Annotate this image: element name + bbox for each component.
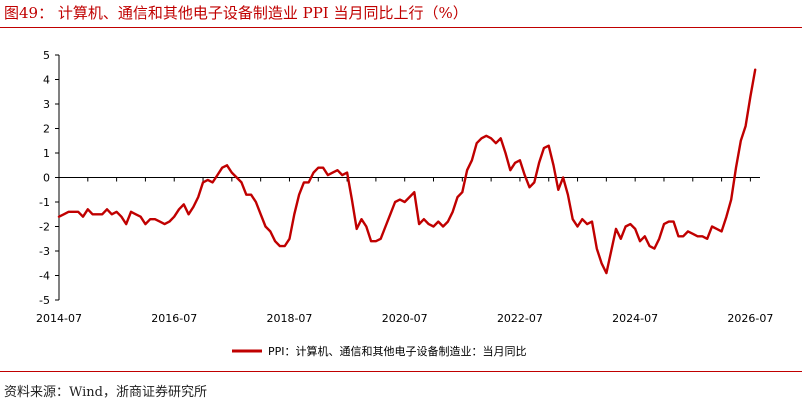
source-rule <box>0 371 802 372</box>
chart-axes <box>58 55 760 300</box>
y-tick-label: 4 <box>43 74 50 87</box>
y-axis-ticks: 5 4 3 2 1 0 -1 -2 -3 -4 -5 <box>39 49 59 307</box>
y-tick-label: -3 <box>39 245 50 258</box>
title-rule <box>0 27 802 28</box>
y-tick-label: 1 <box>43 147 50 160</box>
x-tick-label: 2024-07 <box>612 312 658 325</box>
legend: PPI：计算机、通信和其他电子设备制造业：当月同比 <box>232 344 527 358</box>
y-tick-label: -4 <box>39 270 50 283</box>
x-tick-label: 2022-07 <box>497 312 543 325</box>
source-note: 资料来源：Wind，浙商证券研究所 <box>4 385 207 400</box>
x-tick-label: 2020-07 <box>382 312 428 325</box>
x-tick-label: 2026-07 <box>727 312 773 325</box>
x-tick-label: 2016-07 <box>151 312 197 325</box>
figure-title: 图49： 计算机、通信和其他电子设备制造业 PPI 当月同比上行（%） <box>4 4 468 22</box>
y-tick-label: 2 <box>43 123 50 136</box>
y-tick-label: 0 <box>43 172 50 185</box>
y-tick-label: -5 <box>39 294 50 307</box>
y-tick-label: -1 <box>39 196 50 209</box>
y-tick-label: 3 <box>43 98 50 111</box>
series-lines <box>57 68 757 275</box>
y-tick-label: 5 <box>43 49 50 62</box>
x-tick-label: 2018-07 <box>266 312 312 325</box>
x-axis-ticks: 2014-07 2016-07 2018-07 2020-07 2022-07 2024-… <box>36 177 773 325</box>
legend-label: PPI：计算机、通信和其他电子设备制造业：当月同比 <box>268 344 527 358</box>
series-line <box>57 68 757 275</box>
x-tick-label: 2014-07 <box>36 312 82 325</box>
y-tick-label: -2 <box>39 221 50 234</box>
